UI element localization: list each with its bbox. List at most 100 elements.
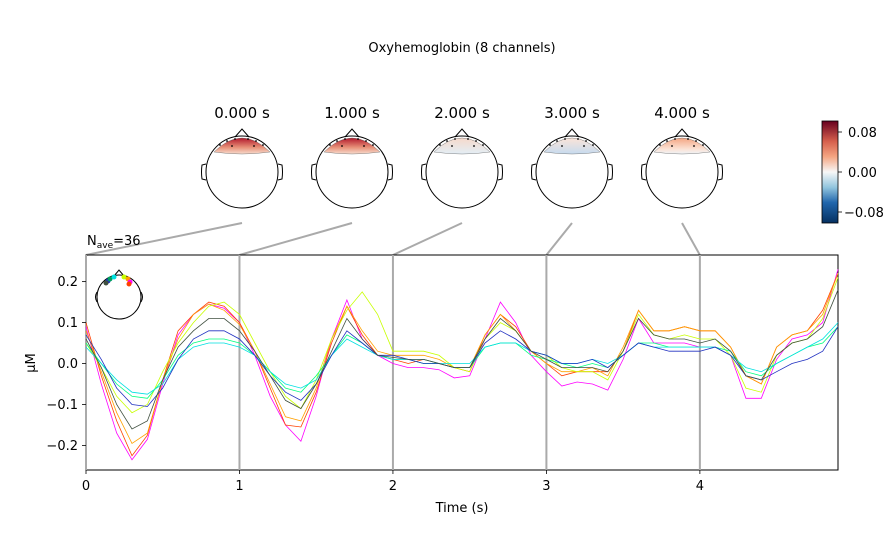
- colorbar-tick-label: −0.08: [844, 206, 884, 221]
- topomap-sensor: [454, 138, 456, 140]
- y-tick-label: −0.2: [46, 439, 78, 454]
- topomap-ear: [311, 163, 317, 181]
- time-connector: [85, 222, 243, 256]
- topomap-activation: [543, 137, 601, 155]
- topomap-nose: [564, 128, 580, 138]
- topomap: 2.000 s: [421, 104, 503, 209]
- x-axis: 0 1 2 3 4: [82, 470, 704, 494]
- topomap: 1.000 s: [311, 104, 393, 209]
- topomap-sensor: [693, 145, 695, 147]
- topomap-sensor: [329, 144, 331, 146]
- series-group: [85, 269, 839, 461]
- topomap-nose: [674, 128, 690, 138]
- topomap-nose: [344, 128, 360, 138]
- x-tick-label: 4: [696, 479, 704, 494]
- chart-title: Oxyhemoglobin (8 channels): [368, 41, 555, 56]
- topomap-sensor: [344, 138, 346, 140]
- topomap-sensor: [666, 140, 668, 142]
- series-line-ch1: [85, 269, 839, 461]
- time-connector: [239, 222, 353, 256]
- topomap-activation: [213, 137, 271, 155]
- x-tick-label: 3: [542, 479, 550, 494]
- topomap-sensor: [341, 145, 343, 147]
- topomap-sensor: [439, 144, 441, 146]
- topomap-ear: [497, 163, 503, 181]
- topomap-sensor: [564, 138, 566, 140]
- y-tick-label: 0.2: [57, 275, 78, 290]
- topomap-sensor: [482, 144, 484, 146]
- sensor-dot: [121, 274, 127, 280]
- topomap-sensor: [363, 145, 365, 147]
- topomap-sensor: [247, 138, 249, 140]
- colorbar-tick-label: 0.08: [848, 126, 877, 141]
- topomap-ear: [387, 163, 393, 181]
- topomap: 3.000 s: [531, 104, 613, 209]
- topomap-sensor: [561, 145, 563, 147]
- series-line-ch3: [85, 273, 839, 444]
- x-tick-label: 1: [235, 479, 243, 494]
- series-line-ch5: [85, 326, 839, 399]
- sensor-inset: [95, 269, 143, 320]
- x-tick-label: 0: [82, 479, 90, 494]
- topomap-sensor: [585, 140, 587, 142]
- topomap-sensor: [253, 145, 255, 147]
- sensor-dot: [107, 276, 113, 282]
- topomap-head: [425, 135, 499, 209]
- topomap-time-label: 4.000 s: [654, 104, 710, 122]
- colorbar: 0.08 0.00 −0.08: [821, 120, 884, 224]
- topomap-ear: [201, 163, 207, 181]
- topomap-activation: [433, 137, 491, 155]
- topomap-ear: [277, 163, 283, 181]
- topomap-sensor: [592, 144, 594, 146]
- series-line-ch6: [85, 322, 839, 395]
- topomap-time-label: 0.000 s: [214, 104, 270, 122]
- topomap-ear: [421, 163, 427, 181]
- topomap-sensor: [372, 144, 374, 146]
- sensor-dot: [111, 274, 117, 280]
- topomap-time-label: 3.000 s: [544, 104, 600, 122]
- series-line-ch7: [85, 326, 839, 407]
- topomap-row: 0.000 s 1.000 s 2.000 s 3.000 s 4.000 s: [201, 104, 723, 209]
- topomap-time-label: 2.000 s: [434, 104, 490, 122]
- topomap-sensor: [674, 138, 676, 140]
- time-connector: [545, 222, 573, 256]
- topomap-sensor: [336, 140, 338, 142]
- topomap-sensor: [659, 144, 661, 146]
- inset-head: [96, 274, 142, 320]
- topomap-sensor: [365, 140, 367, 142]
- topomap-sensor: [583, 145, 585, 147]
- time-connectors: [85, 222, 701, 256]
- y-tick-label: −0.1: [46, 398, 78, 413]
- topomap-sensor: [671, 145, 673, 147]
- y-axis-label: µM: [24, 353, 39, 373]
- topomap-sensor: [231, 145, 233, 147]
- time-connector: [392, 222, 463, 256]
- topomap-sensor: [475, 140, 477, 142]
- time-connector: [681, 222, 701, 256]
- topomap-ear: [641, 163, 647, 181]
- topomap-sensor: [467, 138, 469, 140]
- nave-label: Nave=36: [87, 234, 141, 251]
- time-markers: [85, 255, 701, 470]
- topomap-sensor: [234, 138, 236, 140]
- topomap: 0.000 s: [201, 104, 283, 209]
- y-tick-label: 0.1: [57, 316, 78, 331]
- inset-nose: [113, 269, 125, 277]
- topomap-sensor: [451, 145, 453, 147]
- topomap-activation: [323, 137, 381, 155]
- topomap-sensor: [219, 144, 221, 146]
- topomap-sensor: [255, 140, 257, 142]
- topomap-sensor: [702, 144, 704, 146]
- y-tick-label: 0.0: [57, 357, 78, 372]
- topomap-ear: [531, 163, 537, 181]
- topomap-activation: [653, 137, 711, 155]
- y-axis: 0.2 0.1 0.0 −0.1 −0.2: [46, 275, 86, 454]
- topomap-ear: [717, 163, 723, 181]
- topomap-sensor: [262, 144, 264, 146]
- topomap-sensor: [687, 138, 689, 140]
- x-tick-label: 2: [389, 479, 397, 494]
- series-line-ch8: [85, 289, 839, 430]
- topomap-sensor: [226, 140, 228, 142]
- topomap: 4.000 s: [641, 104, 723, 209]
